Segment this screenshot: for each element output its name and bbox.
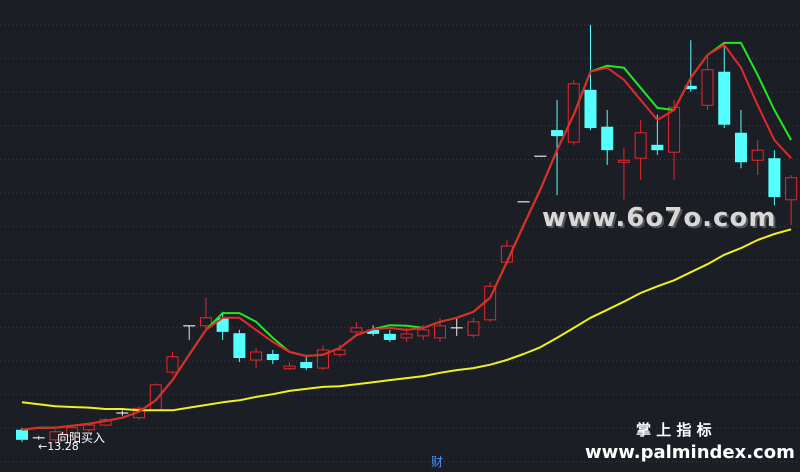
candle-body <box>350 327 363 333</box>
candle-body <box>300 362 313 369</box>
candle-body <box>785 177 798 201</box>
candle-body <box>367 329 380 334</box>
candle-body <box>434 325 446 339</box>
candle-body <box>768 158 781 198</box>
candle-body <box>634 132 647 159</box>
candle-body <box>149 384 162 411</box>
candle-body <box>751 149 764 161</box>
watermark: www.6o7o.com <box>542 203 776 233</box>
candle-body <box>601 126 614 151</box>
candle-body <box>651 144 664 151</box>
candle-body <box>551 130 564 137</box>
candle-body <box>250 351 263 361</box>
candle-body <box>383 333 396 340</box>
brand-title: 掌 上 指 标 <box>636 421 712 439</box>
watermark-shadow: www.6o7o.com <box>544 205 778 235</box>
candle-body <box>16 429 28 440</box>
candle-body <box>333 349 346 356</box>
candle-body <box>199 317 212 327</box>
grid <box>0 24 800 463</box>
brand-url: www.palmindex.com <box>585 442 795 463</box>
candle-body <box>316 349 329 369</box>
candle-body <box>684 85 697 90</box>
marks <box>16 24 798 442</box>
candle-body <box>49 431 62 441</box>
ma-line <box>21 43 792 431</box>
candle-body <box>166 356 179 373</box>
candle-body <box>718 71 731 125</box>
candle-body <box>66 427 79 437</box>
candle-body <box>584 89 597 129</box>
candle-body <box>216 317 229 332</box>
candle-body <box>734 132 747 163</box>
candle-body <box>617 159 630 163</box>
candle-body <box>82 424 95 431</box>
candle-body <box>701 69 714 106</box>
low-annotation: ←13.28 <box>38 440 79 453</box>
candle-body <box>417 329 430 337</box>
bottom-mark: 财 <box>431 455 443 469</box>
ma-line <box>21 228 792 412</box>
candle-body <box>283 365 296 370</box>
candle-body <box>668 106 681 153</box>
candle-body <box>233 333 246 359</box>
candle-body <box>266 354 279 361</box>
candle-body <box>467 321 480 336</box>
signal-label: 向阳买入 <box>57 430 105 445</box>
candle-body <box>400 333 413 339</box>
